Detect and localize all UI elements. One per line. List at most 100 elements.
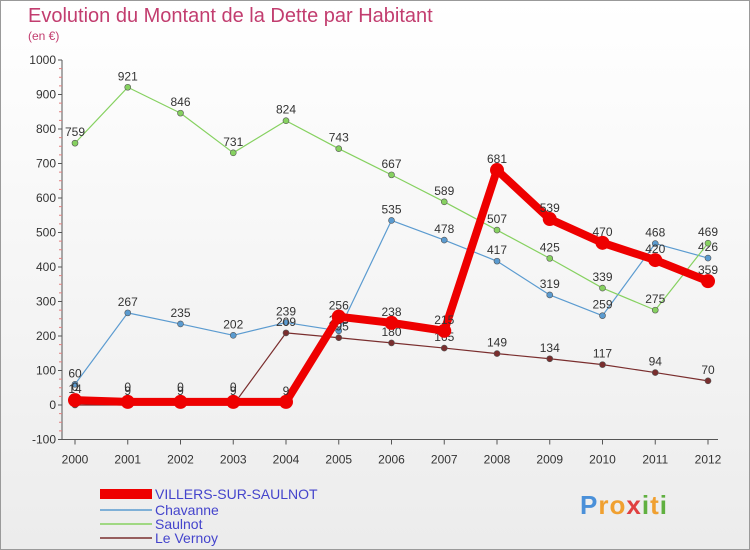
- data-label: 759: [65, 125, 85, 139]
- x-tick-label: 2012: [695, 453, 722, 467]
- data-point: [71, 139, 79, 147]
- data-point: [279, 394, 293, 409]
- data-point: [704, 254, 712, 262]
- data-label: 275: [645, 292, 665, 306]
- data-point: [546, 255, 554, 262]
- data-label: 425: [540, 240, 560, 254]
- data-point: [651, 369, 659, 376]
- data-point: [335, 327, 343, 335]
- x-tick-label: 2003: [220, 453, 247, 467]
- data-point: [546, 291, 554, 299]
- data-point: [331, 309, 346, 324]
- data-point: [384, 315, 399, 330]
- y-tick-label: 600: [36, 191, 56, 205]
- data-point: [704, 377, 712, 385]
- data-label: 339: [592, 270, 612, 284]
- logo-letter: o: [609, 490, 627, 520]
- x-tick-label: 2006: [378, 453, 405, 467]
- data-point: [229, 332, 237, 339]
- y-tick-label: 200: [36, 329, 56, 343]
- data-label: 319: [540, 277, 560, 291]
- data-label: 731: [223, 135, 243, 149]
- logo-letter: i: [641, 490, 651, 520]
- data-label: 846: [170, 95, 190, 109]
- data-label: 9: [177, 384, 184, 398]
- data-point: [648, 253, 663, 268]
- data-label: 180: [381, 325, 401, 339]
- data-label: 468: [645, 226, 665, 240]
- data-point: [440, 198, 448, 206]
- data-point: [120, 394, 135, 409]
- data-point: [226, 394, 241, 409]
- data-label: 9: [124, 384, 131, 398]
- data-label: 359: [698, 263, 718, 277]
- data-label: 209: [276, 315, 296, 329]
- data-label: 14: [68, 382, 82, 396]
- data-label: 539: [540, 201, 560, 215]
- data-label: 235: [170, 306, 190, 320]
- data-label: 9: [230, 384, 237, 398]
- data-point: [599, 284, 606, 292]
- data-point: [704, 239, 712, 247]
- data-point: [437, 323, 452, 338]
- y-tick-label: 1000: [29, 53, 56, 67]
- data-point: [124, 309, 132, 317]
- y-tick-label: 500: [36, 226, 56, 240]
- data-label: 0: [230, 380, 237, 394]
- data-point: [651, 240, 659, 247]
- data-point: [124, 83, 132, 91]
- data-label: 215: [434, 313, 454, 327]
- data-point: [335, 334, 343, 342]
- data-point: [173, 394, 188, 409]
- legend-entry: VILLERS-SUR-SAULNOT: [155, 486, 318, 502]
- y-tick-label: 700: [36, 157, 56, 171]
- data-point: [493, 226, 501, 234]
- x-tick-label: 2010: [589, 453, 616, 467]
- x-tick-label: 2007: [431, 453, 458, 467]
- x-tick-label: 2005: [325, 453, 352, 467]
- data-label: 9: [283, 384, 290, 398]
- data-label: 417: [487, 243, 507, 257]
- data-point: [388, 171, 395, 179]
- data-point: [282, 117, 290, 125]
- data-point: [71, 380, 79, 388]
- data-point: [177, 109, 184, 117]
- y-tick-label: 800: [36, 122, 56, 136]
- y-tick-label: 400: [36, 260, 56, 274]
- data-point: [388, 217, 395, 224]
- data-point: [177, 320, 184, 328]
- data-label: 667: [381, 157, 401, 171]
- data-label: 134: [540, 341, 560, 355]
- data-label: 420: [645, 242, 665, 256]
- y-tick-label: 0: [49, 398, 56, 412]
- legend-entry: Chavanne: [155, 502, 219, 518]
- data-label: 267: [118, 295, 138, 309]
- logo-letter: t: [650, 490, 660, 520]
- data-label: 824: [276, 103, 296, 117]
- x-tick-label: 2001: [114, 453, 141, 467]
- x-tick-label: 2002: [167, 453, 194, 467]
- data-label: 0: [72, 380, 79, 394]
- logo-letter: P: [580, 490, 599, 520]
- data-label: 256: [329, 299, 349, 313]
- data-point: [542, 212, 557, 227]
- data-label: 469: [698, 225, 718, 239]
- data-label: 202: [223, 317, 243, 331]
- data-point: [68, 393, 82, 408]
- data-point: [493, 257, 501, 265]
- series-line-Saulnot: [74, 86, 709, 311]
- data-label: 239: [276, 305, 296, 319]
- data-point: [388, 339, 395, 347]
- data-label: 478: [434, 222, 454, 236]
- data-label: 94: [649, 355, 663, 369]
- chart-subtitle: (en €): [28, 29, 60, 43]
- data-point: [282, 319, 290, 326]
- data-point: [599, 361, 606, 368]
- x-tick-label: 2011: [642, 453, 668, 467]
- data-label: 589: [434, 184, 454, 198]
- y-tick-label: 300: [36, 295, 56, 309]
- x-tick-label: 2009: [536, 453, 563, 467]
- data-label: 0: [177, 380, 184, 394]
